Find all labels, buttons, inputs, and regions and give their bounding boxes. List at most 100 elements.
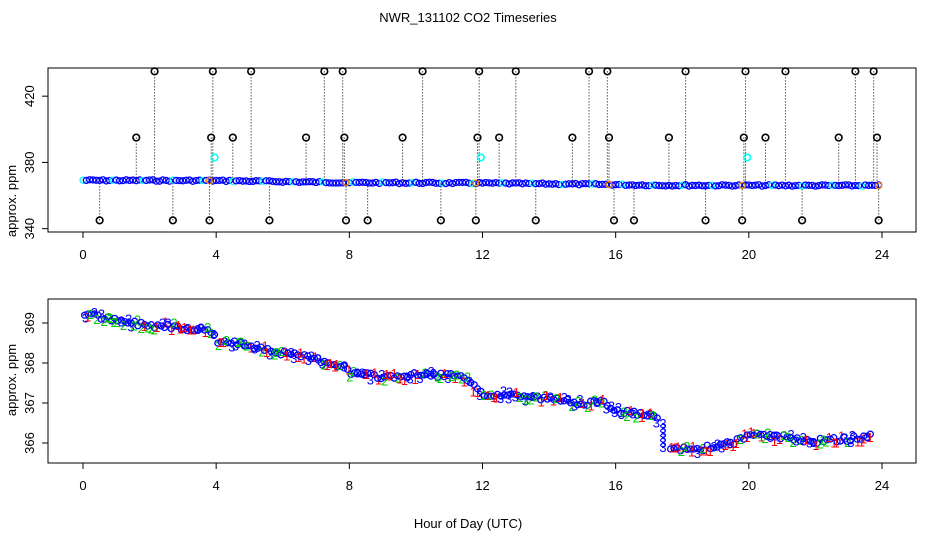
top-baseline-point [242, 177, 250, 185]
top-baseline-point [172, 176, 180, 185]
top-baseline-point [325, 179, 334, 187]
top-baseline-point [199, 177, 207, 185]
top-baseline-point [645, 182, 653, 190]
top-baseline-point [418, 179, 427, 188]
top-baseline-point [86, 176, 94, 184]
top-baseline-point [232, 177, 240, 185]
bottom-label-marker: 1 [345, 363, 352, 378]
bottom-point [397, 373, 405, 381]
bottom-point [700, 446, 708, 455]
top-outlier-point [681, 67, 690, 76]
bottom-label-marker: 2 [101, 314, 108, 329]
bottom-point [560, 397, 568, 405]
top-baseline-point [365, 179, 373, 187]
top-baseline-point [269, 177, 277, 186]
top-baseline-point [302, 178, 310, 186]
bottom-point [450, 372, 458, 380]
top-baseline-point [562, 180, 570, 188]
top-baseline-point [598, 180, 606, 189]
bottom-point [367, 369, 375, 377]
bottom-label-marker: 3 [444, 371, 451, 386]
top-baseline-point [155, 177, 164, 185]
bottom-label-marker: 3 [659, 421, 666, 436]
top-baseline-point [768, 181, 776, 189]
top-baseline-point [828, 181, 836, 189]
bottom-x-tick-label: 4 [213, 478, 220, 493]
top-baseline-point [408, 179, 417, 187]
bottom-label-marker: 2 [699, 441, 706, 456]
top-baseline-point [322, 179, 330, 187]
bottom-label-marker: 2 [574, 394, 581, 409]
bottom-point [530, 392, 538, 401]
top-baseline-point [535, 179, 543, 188]
top-outlier-point [247, 67, 256, 76]
bottom-label-marker: 3 [787, 427, 794, 442]
top-baseline-point [725, 181, 733, 190]
top-outlier-point [471, 216, 480, 225]
top-series-black-outliers-high [150, 67, 878, 186]
top-baseline-point [855, 182, 863, 190]
top-baseline-point [552, 180, 560, 188]
top-baseline-point [448, 179, 457, 188]
top-baseline-point [485, 179, 493, 187]
bottom-label-marker: 1 [177, 321, 184, 336]
bottom-label-marker: 1 [599, 392, 606, 407]
top-baseline-point [555, 180, 563, 189]
top-outlier-point [869, 67, 878, 76]
bottom-point [244, 341, 252, 350]
bottom-point [810, 438, 818, 447]
bottom-label-marker: 3 [127, 319, 134, 334]
top-baseline-point [295, 178, 304, 187]
top-baseline-point [378, 178, 387, 186]
bottom-point [144, 322, 152, 330]
top-x-tick-label: 4 [213, 247, 220, 262]
bottom-label-marker: 2 [144, 320, 151, 335]
top-baseline-point [382, 178, 390, 187]
bottom-label-marker: 1 [263, 345, 270, 360]
top-baseline-point [455, 178, 463, 187]
bottom-label-marker: 3 [340, 360, 347, 375]
top-outlier-point [664, 133, 674, 142]
top-baseline-point [675, 182, 683, 190]
bottom-label-marker: 3 [576, 392, 583, 407]
bottom-label-marker: 2 [464, 370, 471, 385]
top-outlier-point [568, 133, 577, 142]
bottom-point [270, 348, 279, 356]
bottom-point [653, 414, 661, 422]
bottom-point [753, 429, 761, 437]
bottom-point [314, 354, 322, 362]
top-baseline-point [838, 181, 846, 189]
top-baseline-point [615, 180, 623, 189]
bottom-label-marker: 2 [243, 338, 250, 353]
top-baseline-point [622, 181, 630, 190]
bottom-label-marker: 1 [220, 335, 227, 350]
bottom-label-marker: 2 [237, 334, 244, 349]
bottom-point [300, 351, 309, 359]
top-outlier-point [363, 216, 372, 225]
bottom-label-marker: 1 [297, 346, 304, 361]
top-outlier-point [95, 216, 104, 225]
top-baseline-point [425, 178, 433, 186]
top-outlier-point [604, 133, 614, 142]
bottom-label-marker: 1 [513, 385, 520, 400]
top-baseline-point [488, 179, 497, 187]
top-baseline-point [658, 182, 666, 190]
top-baseline-point [252, 177, 260, 185]
top-baseline-orange-point [342, 178, 350, 187]
bottom-y-axis-label: approx. ppm [4, 344, 19, 416]
bottom-label-marker: 2 [273, 345, 280, 360]
top-baseline-point [668, 182, 676, 190]
top-baseline-point [105, 176, 114, 185]
top-baseline-point [235, 176, 244, 185]
top-baseline-point [432, 179, 440, 187]
top-baseline-point [355, 178, 363, 187]
bottom-label-marker: 2 [527, 393, 534, 408]
top-baseline-point [202, 176, 210, 185]
top-baseline-point [558, 180, 567, 189]
bottom-label-marker: 1 [216, 335, 223, 350]
bottom-point [124, 319, 132, 327]
bottom-label-marker: 1 [722, 438, 729, 453]
bottom-label-marker: 2 [138, 321, 145, 336]
top-baseline-point [195, 176, 204, 184]
